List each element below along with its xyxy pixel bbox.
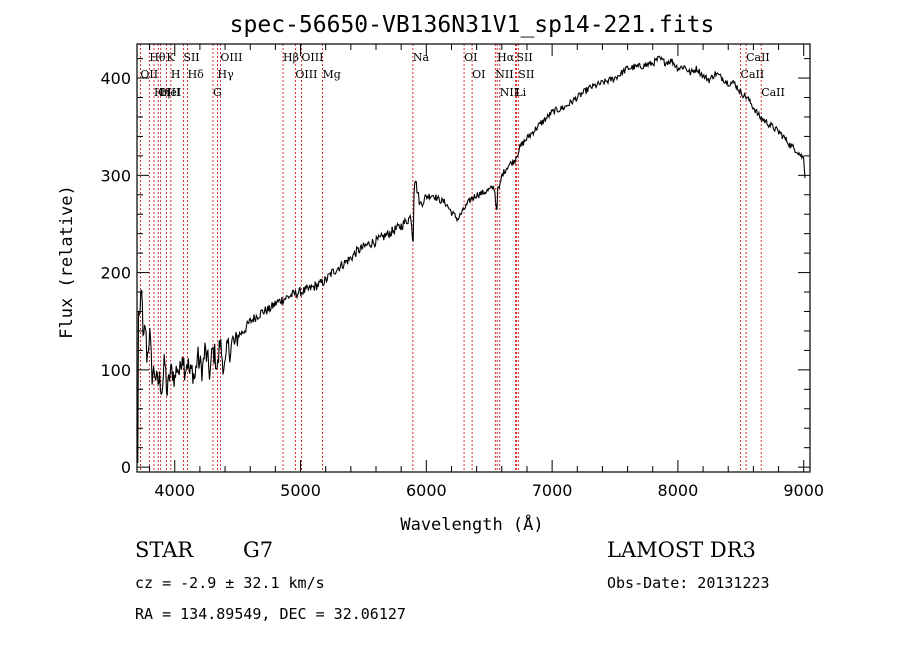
y-tick-label: 0 xyxy=(121,458,131,477)
emission-line-label: OIII xyxy=(295,68,317,81)
x-axis-label: Wavelength (Å) xyxy=(400,513,543,535)
emission-line-label: CaII xyxy=(746,51,770,64)
axis-ticks: 4000 5000 6000 7000 8000 9000 0 100 200 300 400 xyxy=(100,44,824,500)
emission-line-label: OII xyxy=(140,68,158,81)
emission-line-label: G xyxy=(213,86,222,99)
emission-line-label: Hδ xyxy=(188,68,205,81)
x-tick-label: 5000 xyxy=(280,481,321,500)
emission-line-label: OI xyxy=(472,68,485,81)
survey-name: LAMOST DR3 xyxy=(607,538,756,562)
x-tick-label: 9000 xyxy=(783,481,824,500)
chart-title: spec-56650-VB136N31V1_sp14-221.fits xyxy=(230,12,715,38)
coordinates-readout: RA = 134.89549, DEC = 32.06127 xyxy=(135,605,406,623)
emission-line-label: H xyxy=(171,68,181,81)
emission-line-label: Hθ xyxy=(149,51,166,64)
observation-date: Obs-Date: 20131223 xyxy=(607,574,770,592)
emission-line-label: Hβ xyxy=(283,51,299,64)
plot-frame xyxy=(136,43,811,473)
emission-line-label: K xyxy=(166,51,175,64)
emission-line-label: HeI xyxy=(161,86,181,99)
emission-line-label: Hγ xyxy=(218,68,235,81)
y-tick-label: 300 xyxy=(100,166,131,185)
emission-line-label: Hη xyxy=(154,86,170,99)
emission-line-label: SII xyxy=(517,51,533,64)
emission-line-label: CaII xyxy=(741,68,765,81)
y-tick-label: 400 xyxy=(100,69,131,88)
emission-line-label: NII xyxy=(500,86,518,99)
y-tick-label: 200 xyxy=(100,264,131,283)
x-tick-label: 6000 xyxy=(406,481,447,500)
emission-line-label: OIII xyxy=(301,51,323,64)
emission-line-label: Hα xyxy=(497,51,515,64)
object-class: STAR xyxy=(135,538,194,562)
flux-series-line xyxy=(137,55,806,463)
emission-line-label: SII xyxy=(518,68,534,81)
emission-line-label: OI xyxy=(464,51,477,64)
emission-line-label: CaII xyxy=(761,86,785,99)
x-tick-label: 7000 xyxy=(532,481,573,500)
emission-line-label: NII xyxy=(495,68,513,81)
emission-line-label: Li xyxy=(515,86,526,99)
emission-line-label: Mg xyxy=(323,68,341,81)
x-tick-label: 8000 xyxy=(658,481,699,500)
emission-line-markers xyxy=(139,44,762,472)
emission-line-label: SII xyxy=(183,51,199,64)
y-tick-label: 100 xyxy=(100,361,131,380)
emission-line-label: Na xyxy=(413,51,430,64)
redshift-readout: cz = -2.9 ± 32.1 km/s xyxy=(135,574,325,592)
object-subclass: G7 xyxy=(243,538,274,562)
emission-line-label: OIII xyxy=(220,51,242,64)
y-axis-label: Flux (relative) xyxy=(57,185,77,339)
x-tick-label: 4000 xyxy=(154,481,195,500)
emission-line-label: OIII xyxy=(158,86,180,99)
